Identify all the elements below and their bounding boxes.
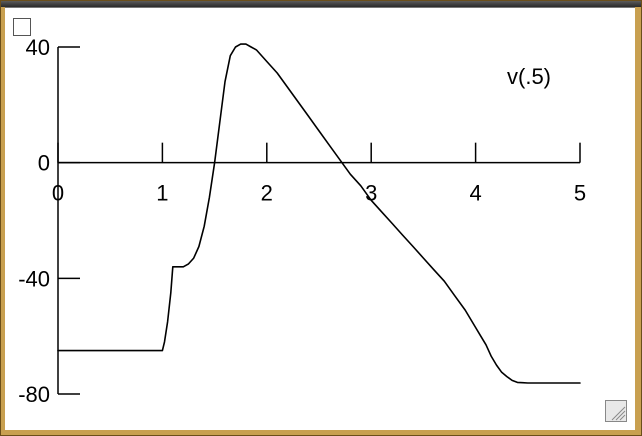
series-group [57, 43, 581, 384]
x-tick-label-1: 1 [156, 181, 168, 206]
y-tick-label-3: -80 [18, 382, 50, 407]
x-tick-label-3: 3 [365, 181, 377, 206]
y-tick-label-1: 0 [38, 151, 50, 176]
x-tick-label-2: 2 [261, 181, 273, 206]
series-label: v(.5) [507, 64, 551, 89]
tick-marks [57, 46, 581, 395]
y-tick-label-0: 40 [26, 35, 50, 60]
window-title-bar[interactable] [1, 1, 641, 7]
y-tick-label-2: -40 [18, 266, 50, 291]
resize-grip-icon [611, 406, 626, 421]
resize-grip[interactable] [605, 400, 627, 422]
x-tick-label-0: 0 [52, 181, 64, 206]
axes [57, 47, 580, 394]
tick-labels: 40 0 -40 -80 0 1 2 3 4 5 [18, 35, 586, 407]
series-line-0 [57, 43, 581, 384]
line-chart: 40 0 -40 -80 0 1 2 3 4 5 v(.5) [18, 35, 586, 407]
x-tick-label-5: 5 [574, 181, 586, 206]
plot-canvas: 40 0 -40 -80 0 1 2 3 4 5 v(.5) [5, 7, 635, 430]
x-tick-label-4: 4 [469, 181, 481, 206]
window-menu-checkbox[interactable] [13, 18, 31, 36]
